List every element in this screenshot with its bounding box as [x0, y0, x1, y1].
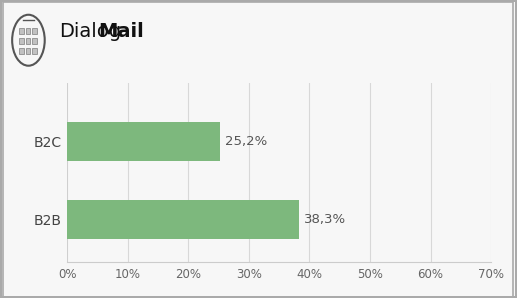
Text: Dialog: Dialog	[59, 22, 121, 41]
Bar	[67, 122, 220, 161]
Text: 38,3%: 38,3%	[304, 213, 346, 226]
Bar	[33, 28, 37, 34]
Bar	[26, 28, 31, 34]
Bar	[33, 38, 37, 44]
Text: 25,2%: 25,2%	[225, 135, 267, 148]
Bar	[20, 38, 24, 44]
Bar	[33, 48, 37, 54]
Bar	[67, 200, 299, 239]
Bar	[20, 48, 24, 54]
Bar	[26, 38, 31, 44]
Text: Mail: Mail	[99, 22, 144, 41]
Bar	[20, 28, 24, 34]
Bar	[26, 48, 31, 54]
